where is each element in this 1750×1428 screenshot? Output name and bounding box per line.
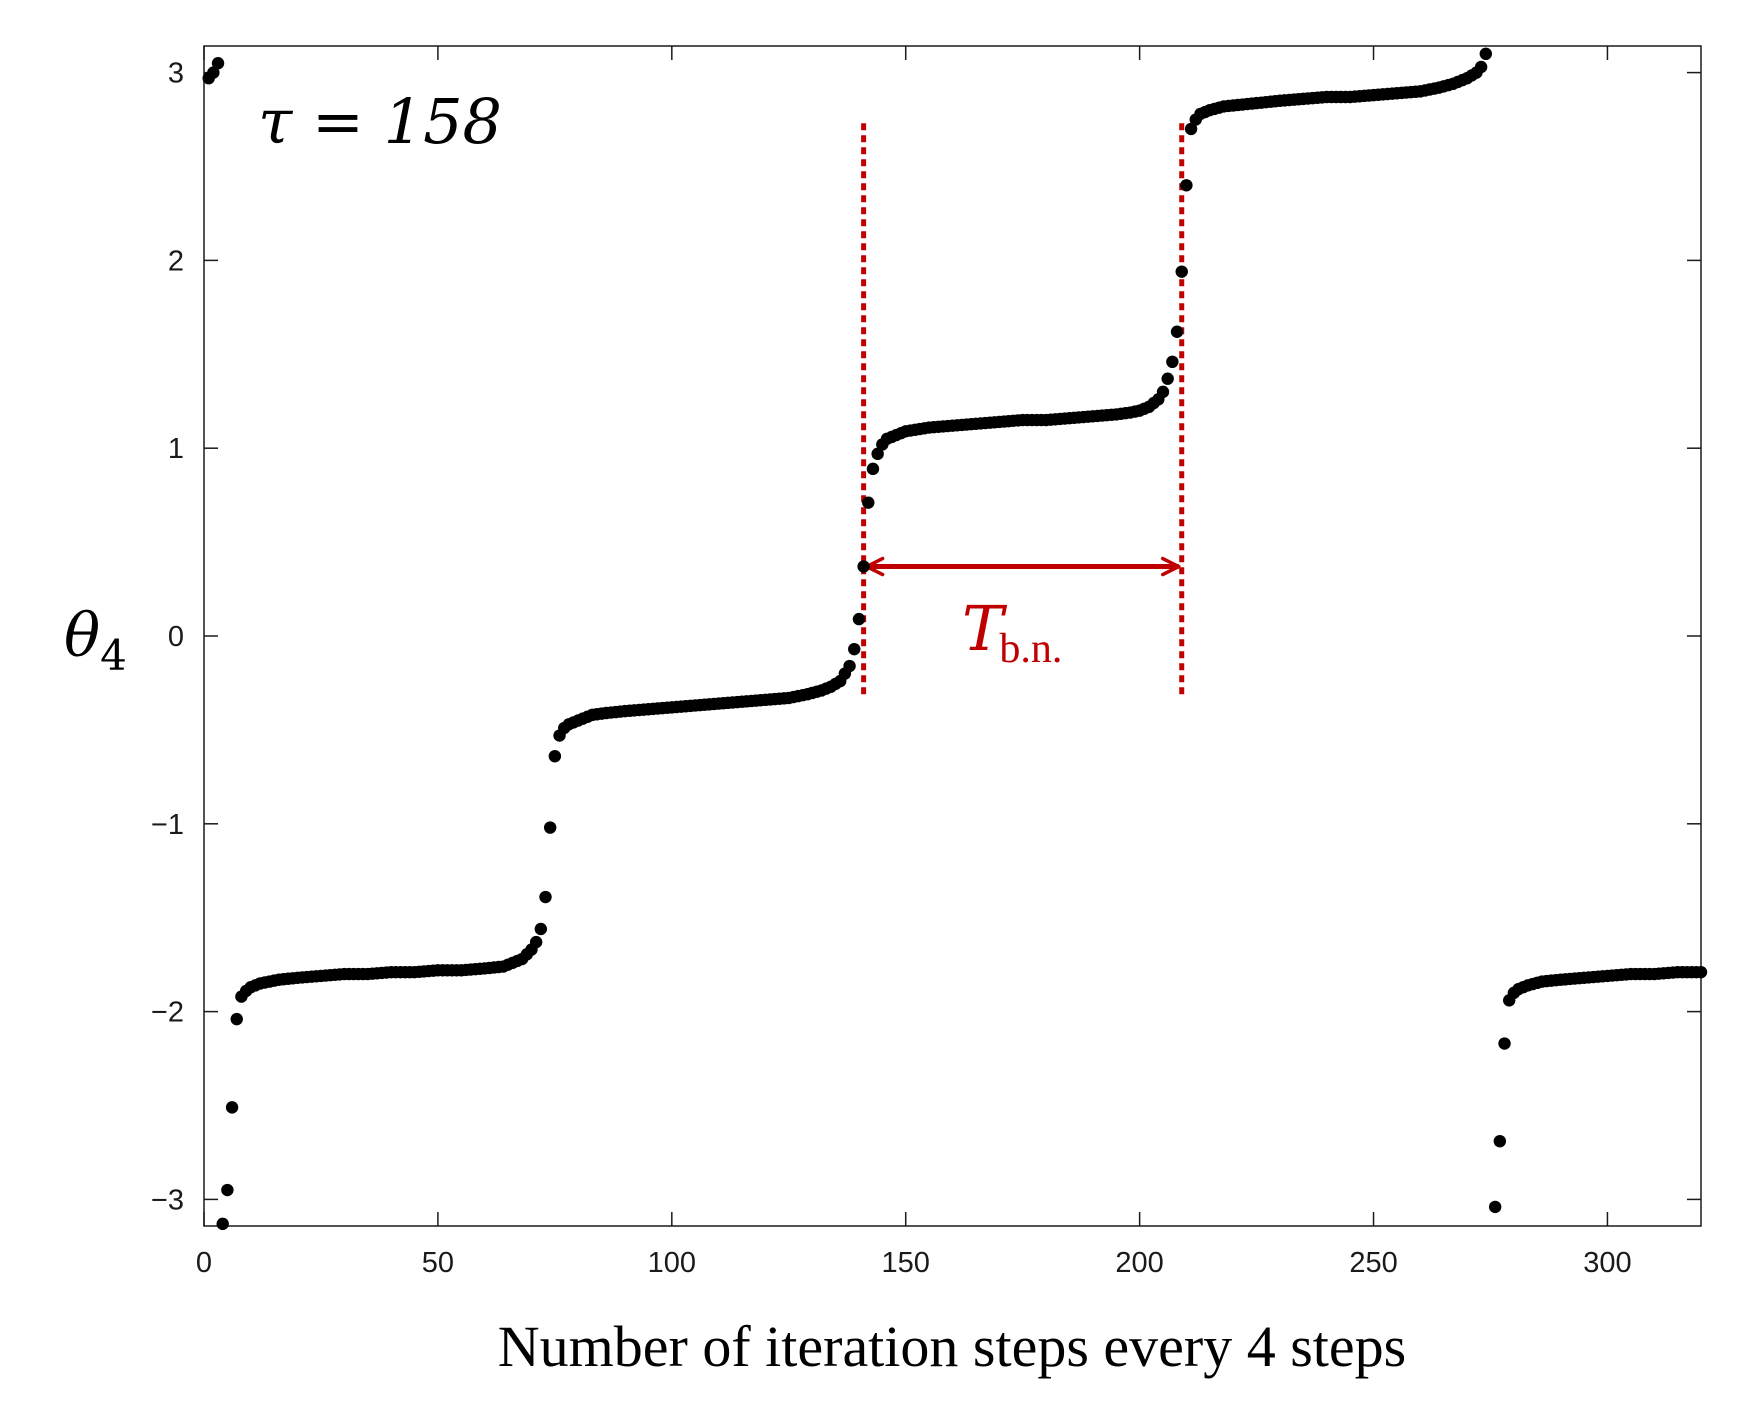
- y-tick-label: 1: [168, 433, 184, 465]
- data-point: [862, 496, 875, 509]
- data-point: [848, 642, 861, 656]
- y-axis-label-subscript: 4: [100, 631, 127, 680]
- data-point: [1180, 179, 1193, 192]
- data-point: [548, 749, 562, 763]
- y-tick-label: −2: [151, 997, 184, 1029]
- x-tick-label: 0: [196, 1247, 212, 1279]
- y-tick-label: 3: [168, 58, 184, 90]
- period-label-symbol: T: [962, 592, 1008, 665]
- period-label-subscript: b.n.: [999, 626, 1062, 672]
- period-label: Tb.n.: [962, 592, 1062, 672]
- x-tick-label: 100: [648, 1247, 696, 1279]
- data-point: [543, 821, 557, 834]
- data-point: [1694, 965, 1708, 979]
- y-tick-label: 0: [168, 621, 184, 653]
- data-point: [1161, 372, 1174, 385]
- data-point: [207, 66, 220, 79]
- y-axis-ticks: −3 −2 −1 0 1 2 3: [151, 58, 1701, 1216]
- x-tick-label: 200: [1115, 1247, 1163, 1279]
- data-point: [1498, 1037, 1511, 1050]
- x-axis-ticks: 0 50 100 150 200 250 300: [196, 46, 1632, 1279]
- data-point: [871, 447, 884, 461]
- data-point: [1493, 1134, 1507, 1148]
- data-point: [1184, 122, 1198, 136]
- y-tick-label: −1: [151, 809, 184, 841]
- x-tick-label: 50: [422, 1247, 454, 1279]
- data-point: [529, 935, 543, 949]
- data-point: [866, 462, 880, 476]
- data-point: [1488, 1200, 1502, 1214]
- data-point: [1166, 355, 1179, 369]
- data-point: [843, 659, 856, 673]
- data-point: [1479, 47, 1493, 61]
- period-guides: [861, 123, 1185, 698]
- data-point: [225, 1101, 239, 1114]
- x-tick-label: 150: [882, 1247, 930, 1279]
- data-point: [230, 1012, 243, 1026]
- data-point: [216, 1217, 229, 1231]
- y-axis-label-symbol: θ: [64, 601, 100, 671]
- data-point: [534, 922, 548, 936]
- data-point: [1170, 325, 1184, 338]
- data-point: [857, 560, 870, 573]
- data-point: [1175, 265, 1188, 278]
- data-point: [221, 1183, 234, 1197]
- y-tick-label: −3: [151, 1184, 184, 1216]
- data-point: [1156, 385, 1170, 399]
- data-points: [202, 47, 1708, 1231]
- data-point: [539, 890, 552, 904]
- x-axis-label: Number of iteration steps every 4 steps: [498, 1314, 1406, 1379]
- x-tick-label: 250: [1349, 1247, 1397, 1279]
- y-axis-label: θ4: [64, 601, 127, 680]
- data-point: [852, 612, 866, 626]
- tau-label: τ = 158: [258, 85, 502, 158]
- y-tick-label: 2: [168, 245, 184, 277]
- data-point: [211, 57, 225, 70]
- plot-frame: [203, 45, 1702, 1227]
- x-tick-label: 300: [1583, 1247, 1631, 1279]
- data-point: [1474, 60, 1488, 74]
